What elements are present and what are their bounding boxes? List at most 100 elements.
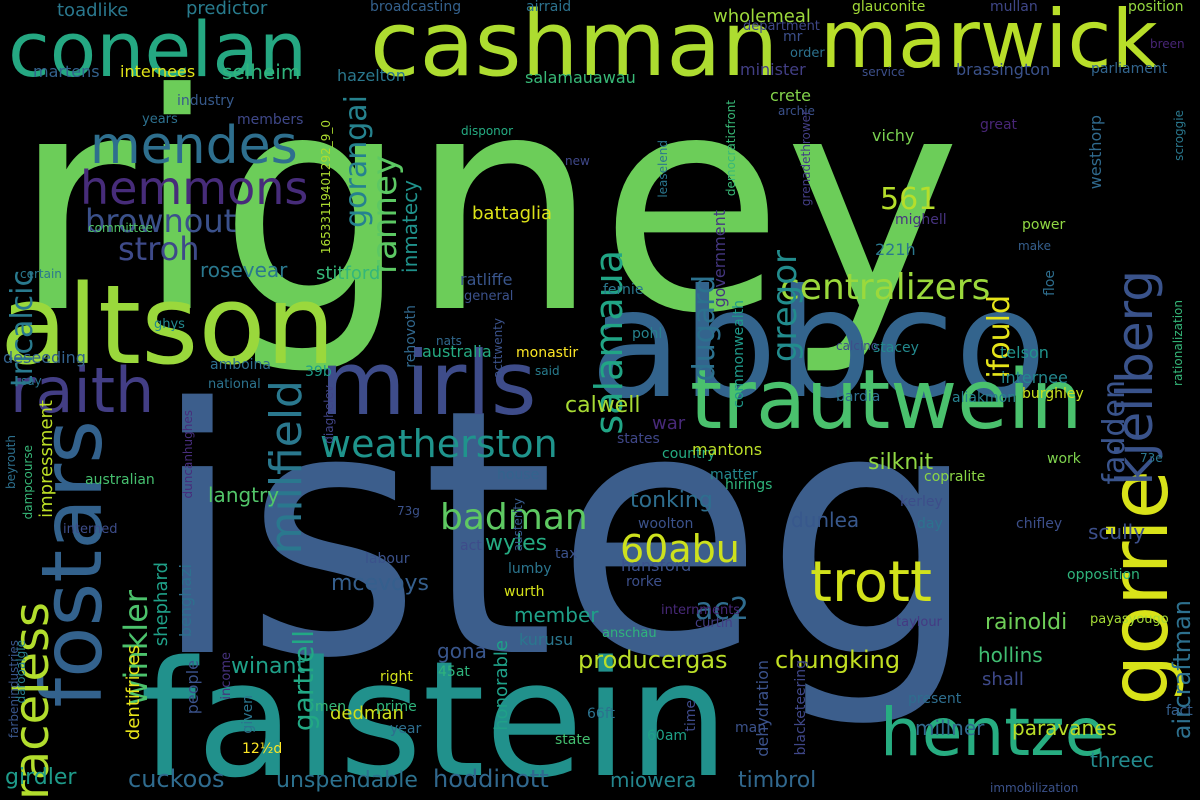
word-ac2: ac2	[695, 592, 749, 627]
word-act: act	[460, 538, 482, 554]
word-people: people	[183, 660, 202, 715]
word-curtin: curtin	[695, 616, 733, 631]
word-hoddinott: hoddinott	[433, 765, 549, 793]
word-winant: winant	[231, 654, 306, 679]
word-power: power	[1022, 217, 1066, 233]
word-predictor: predictor	[186, 0, 268, 19]
word-australian: australian	[85, 472, 155, 488]
word-order: order	[790, 46, 825, 61]
word-certain: certain	[20, 267, 62, 281]
word-beyrouth: beyrouth	[4, 435, 18, 490]
word-aliakmon: aliakmon	[952, 390, 1017, 406]
word-mendes: mendes	[90, 116, 298, 176]
word-wholemeal: wholemeal	[713, 6, 811, 27]
word-kerley: kerley	[900, 494, 943, 510]
word-income: income	[219, 652, 234, 700]
word-grenadethrower: grenadethrower	[799, 110, 813, 207]
word-prime: prime	[376, 699, 417, 715]
word-dentifrices: dentifrices	[123, 645, 144, 741]
word-duncanhughes: duncanhughes	[181, 410, 195, 499]
word-561: 561	[880, 182, 938, 217]
word-position: position	[1128, 0, 1184, 15]
word-66ft: 66ft	[587, 706, 615, 722]
word-brownout: brownout	[85, 202, 237, 240]
word-given: given	[240, 695, 256, 734]
word-broadcasting: broadcasting	[370, 0, 462, 15]
word-service: service	[862, 65, 905, 79]
word-scully: scully	[1088, 520, 1146, 544]
word-pohl: pohl	[632, 326, 663, 342]
word-industry: industry	[177, 93, 235, 109]
word-ifould: ifould	[982, 295, 1017, 379]
word-isteg: isteg	[150, 337, 980, 733]
word-rehovoth: rehovoth	[403, 305, 419, 368]
word-falstein: falstein	[140, 626, 730, 800]
word-man: man	[735, 720, 767, 736]
word-house: house	[497, 467, 540, 483]
word-calcino: calcino	[836, 339, 879, 353]
word-hollins: hollins	[978, 643, 1043, 667]
word-chifley: chifley	[1016, 516, 1063, 532]
word-trautwein: trautwein	[690, 353, 1083, 448]
word-45at: 45at	[438, 664, 470, 680]
word-dehydration: dehydration	[753, 660, 772, 757]
word-gartrell: gartrell	[287, 630, 320, 732]
word-internees: internees	[120, 62, 196, 81]
word-darooalgie: darooalgie	[14, 640, 28, 704]
word-conelan: conelan	[8, 5, 308, 94]
word-archie: archie	[778, 104, 815, 118]
word-langtry: langtry	[208, 483, 280, 507]
word-benghazi: benghazi	[176, 564, 195, 638]
word-calwell: calwell	[565, 393, 641, 418]
word-committee: committee	[88, 221, 153, 235]
word-rationalization: rationalization	[1171, 300, 1185, 386]
word-floe: floe	[1042, 270, 1058, 296]
word-trott: trott	[810, 550, 932, 615]
word-men: men	[315, 699, 347, 715]
word-burghley: burghley	[1022, 386, 1084, 402]
word-fact: fact	[1166, 703, 1193, 719]
word-woolton: woolton	[638, 516, 694, 532]
word-austerity: austerity	[511, 498, 525, 552]
word-mcevoys: mcevoys	[331, 571, 430, 596]
word-dampcourse: dampcourse	[21, 445, 35, 520]
word-dunlea: dunlea	[791, 508, 860, 532]
word-gorangai: gorangai	[339, 95, 374, 228]
word-scroggie: scroggie	[1172, 110, 1186, 161]
word-mirls: mirls	[320, 332, 537, 435]
word-year: year	[390, 721, 422, 737]
word-nats: nats	[436, 334, 462, 348]
word-16533119401292-9-0: 16533119401292_9_0	[319, 120, 333, 255]
word-australia: australia	[422, 342, 492, 361]
word-diaghelev: diaghelev	[322, 385, 336, 444]
word-hemmons: hemmons	[80, 161, 309, 215]
word-day: day	[917, 516, 943, 532]
word-acttwenty: acttwenty	[491, 318, 505, 378]
word-breen: breen	[1150, 37, 1185, 51]
word-disponor: disponor	[461, 124, 514, 138]
word-airraid: airraid	[526, 0, 572, 15]
word-fernie: fernie	[603, 282, 644, 298]
word-mighell: mighell	[895, 212, 947, 228]
word-tonking: tonking	[630, 488, 713, 513]
word-producergas: producergas	[578, 646, 728, 674]
word-say: say	[21, 374, 42, 388]
word-blacketeering: blacketeering	[793, 660, 809, 756]
word-60am: 60am	[647, 728, 688, 744]
word-73g: 73g	[397, 504, 420, 518]
word-girdler: girdler	[5, 765, 77, 790]
word-payasyougo: payasyougo	[1090, 612, 1169, 627]
word-interned: interned	[63, 522, 118, 537]
word-stacey: stacey	[873, 340, 919, 356]
word-wurth: wurth	[504, 584, 545, 600]
word-leaselend: leaselend	[656, 140, 670, 198]
word-stitford: stitford	[316, 263, 381, 284]
word-hazelton: hazelton	[337, 66, 406, 85]
word-wyles: wyles	[485, 531, 548, 556]
word-honorable: honorable	[491, 640, 512, 731]
word-12-d: 12½d	[242, 741, 283, 757]
word-miowera: miowera	[610, 768, 697, 792]
word-country: country	[662, 446, 716, 462]
word-anschau: anschau	[602, 626, 657, 641]
